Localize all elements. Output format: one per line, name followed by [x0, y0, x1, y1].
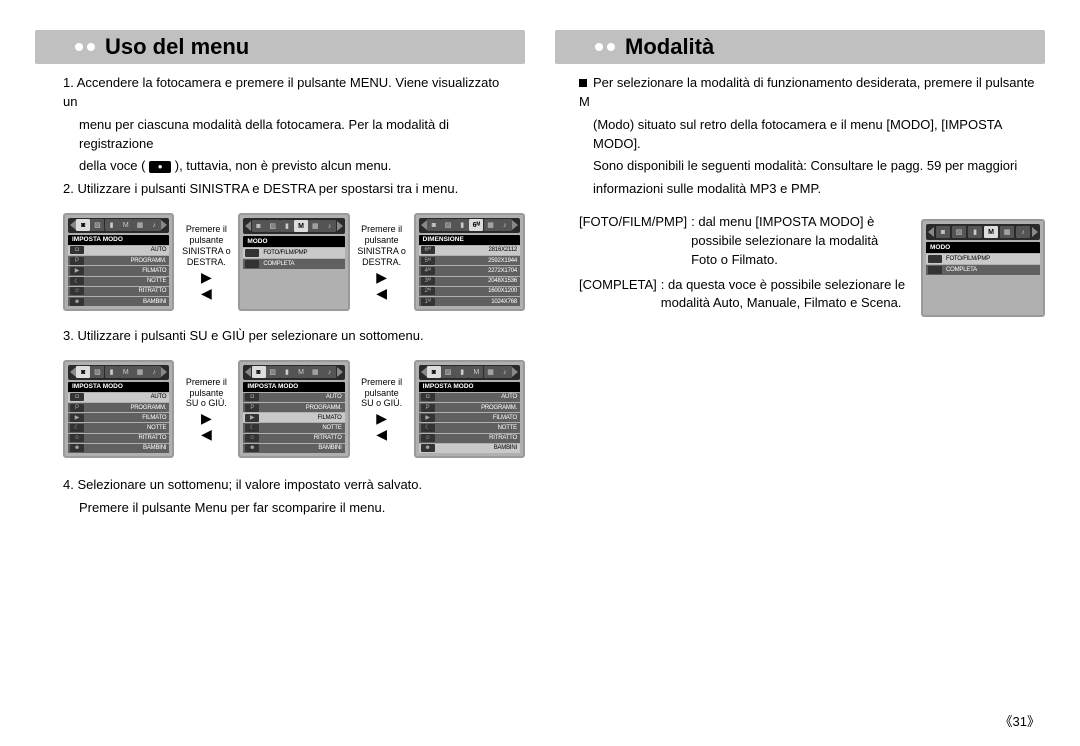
nav-right-icon: [512, 220, 518, 230]
right-body: Per selezionare la modalità di funzionam…: [555, 74, 1045, 199]
nav-right-icon: [161, 220, 167, 230]
right-definitions: [FOTO/FILM/PMP] : dal menu [IMPOSTA MODO…: [555, 203, 1045, 319]
right-p1: Per selezionare la modalità di funzionam…: [579, 74, 1035, 112]
screens-row-1: ◙ ▨ ▮ M ▦ ♪ IMPOSTA MODO ◘AUTO PPROGRAMM…: [63, 213, 525, 311]
arrow-right-icon: ▶: [376, 270, 387, 284]
left-body: 1. Accendere la fotocamera e premere il …: [35, 74, 525, 199]
hint-lr-2: Premere il pulsante SINISTRA o DESTRA. ▶…: [356, 224, 408, 299]
lcd-topbar: ◙ ▨ ▮ 6ᴹ ▦ ♪: [419, 218, 520, 233]
arrow-right-icon: ▶: [201, 270, 212, 284]
page: Uso del menu 1. Accendere la fotocamera …: [0, 0, 1080, 552]
lcd-modo: ◙ ▨ ▮ M ▦ ♪ MODO FOTO/FILM/PMP COMPLETA: [238, 213, 349, 311]
nav-left-icon: [245, 221, 251, 231]
def-completa: [COMPLETA] : da questa voce è possibile …: [579, 276, 907, 314]
arrow-left-icon: ◀: [376, 427, 387, 441]
heading-text: Modalità: [625, 34, 714, 60]
arrow-right-icon: ▶: [201, 411, 212, 425]
step-3: 3. Utilizzare i pulsanti SU e GIÙ per se…: [63, 327, 515, 346]
lcd-imposta-modo-1: ◙ ▨ ▮ M ▦ ♪ IMPOSTA MODO ◘AUTO PPROGRAMM…: [63, 213, 174, 311]
left-column: Uso del menu 1. Accendere la fotocamera …: [35, 30, 525, 522]
arrow-left-icon: ◀: [201, 286, 212, 300]
top-cell: ▦: [133, 219, 147, 231]
lcd-imposta-modo-2b: ◙ ▨ ▮ M ▦ ♪ IMPOSTA MODO ◘AUTO PPROGRAMM…: [238, 360, 349, 458]
def-foto-film-pmp: [FOTO/FILM/PMP] : dal menu [IMPOSTA MODO…: [579, 213, 907, 270]
step-1-line3: della voce ( ● ), tuttavia, non è previs…: [63, 157, 515, 176]
step-2: 2. Utilizzare i pulsanti SINISTRA e DEST…: [63, 180, 515, 199]
lcd-topbar: ◙ ▨ ▮ M ▦ ♪: [243, 218, 344, 234]
arrow-right-icon: ▶: [376, 411, 387, 425]
top-cell: M: [119, 219, 133, 231]
step-4-line2: Premere il pulsante Menu per far scompar…: [63, 499, 515, 518]
heading-dots-icon: [595, 43, 615, 51]
heading-uso-del-menu: Uso del menu: [35, 30, 525, 64]
top-cell: ▨: [90, 219, 104, 231]
top-cell: ▮: [105, 219, 119, 231]
step-3-text: 3. Utilizzare i pulsanti SU e GIÙ per se…: [35, 327, 525, 346]
lcd-topbar: ◙ ▨ ▮ M ▦ ♪: [68, 218, 169, 233]
lcd-modo-right: ◙ ▨ ▮ M ▦ ♪ MODO FOTO/FILM/PMP COMPLETA: [921, 219, 1045, 317]
step-4-text: 4. Selezionare un sottomenu; il valore i…: [35, 476, 525, 518]
lcd-header: IMPOSTA MODO: [68, 235, 169, 245]
hint-lr-1: Premere il pulsante SINISTRA o DESTRA. ▶…: [180, 224, 232, 299]
top-cell: ◙: [76, 219, 90, 231]
step-1-line2: menu per ciascuna modalità della fotocam…: [63, 116, 515, 154]
page-number: 《31》: [1000, 711, 1040, 730]
screens-row-2: ◙ ▨ ▮ M ▦ ♪ IMPOSTA MODO ◘AUTO PPROGRAMM…: [63, 360, 525, 458]
top-cell: ♪: [147, 219, 161, 231]
nav-left-icon: [70, 220, 76, 230]
lcd-imposta-modo-2a: ◙ ▨ ▮ M ▦ ♪ IMPOSTA MODO ◘AUTO PPROGRAMM…: [63, 360, 174, 458]
voice-icon: ●: [149, 161, 171, 173]
bullet-icon: [579, 79, 587, 87]
lcd-header: DIMENSIONE: [419, 235, 520, 245]
lcd-imposta-modo-2c: ◙ ▨ ▮ M ▦ ♪ IMPOSTA MODO ◘AUTO PPROGRAMM…: [414, 360, 525, 458]
heading-dots-icon: [75, 43, 95, 51]
hint-ud-1: Premere il pulsante SU o GIÙ. ▶ ◀: [180, 377, 232, 441]
heading-text: Uso del menu: [105, 34, 249, 60]
arrow-left-icon: ◀: [376, 286, 387, 300]
step-1-line1: 1. Accendere la fotocamera e premere il …: [63, 74, 515, 112]
hint-ud-2: Premere il pulsante SU o GIÙ. ▶ ◀: [356, 377, 408, 441]
nav-left-icon: [421, 220, 427, 230]
lcd-header: MODO: [243, 236, 344, 247]
step-4-line1: 4. Selezionare un sottomenu; il valore i…: [63, 476, 515, 495]
right-column: Modalità Per selezionare la modalità di …: [555, 30, 1045, 522]
nav-right-icon: [337, 221, 343, 231]
arrow-left-icon: ◀: [201, 427, 212, 441]
heading-modalita: Modalità: [555, 30, 1045, 64]
lcd-dimensione: ◙ ▨ ▮ 6ᴹ ▦ ♪ DIMENSIONE 6ᴹ2816X2112 5ᴹ25…: [414, 213, 525, 311]
